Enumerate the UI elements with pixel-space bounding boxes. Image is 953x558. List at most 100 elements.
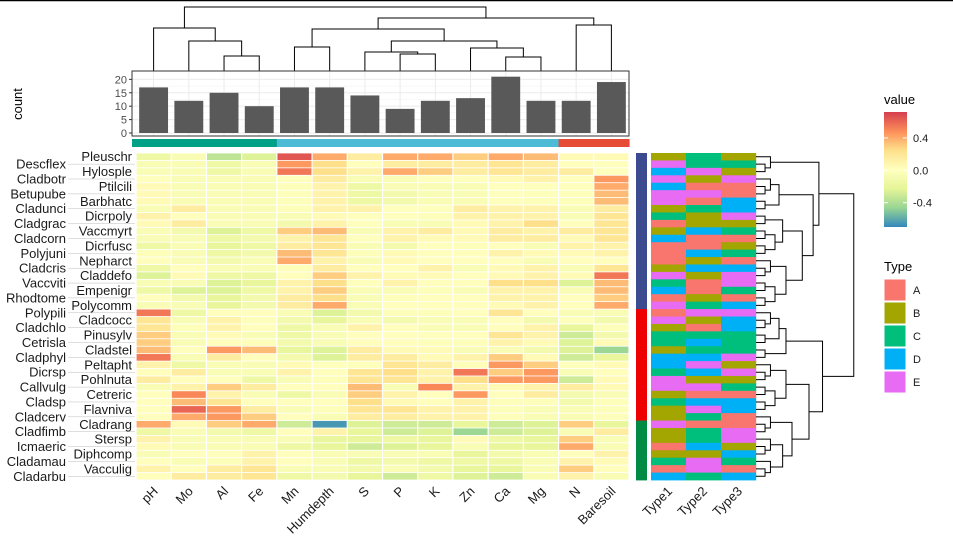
cell-Betupube-Mg [523,190,558,198]
cell-Polycomm-Mg [523,302,558,309]
row-label: Vaccviti [22,276,66,291]
cell-Pleuschr-Al [207,153,242,161]
cell-Cladcocc-P [383,316,418,324]
cell-Cladgrac-K [418,220,453,227]
cell-Betupube-P [383,190,418,198]
cell-Diphcomp-Ca [488,450,523,458]
cell-Cladgrac-Ca [488,220,523,227]
type-cell-Type3 [721,271,757,280]
cell-Icmaeric-Al [207,443,242,450]
cell-Cladarbu-S [347,472,382,480]
cell-Rhodtome-Humdepth [312,294,347,302]
cell-Polyjuni-Baresoil [594,250,629,257]
cell-Icmaeric-K [418,443,453,450]
cell-Cladcris-S [347,264,382,272]
cell-Cetrisla-K [418,339,453,346]
cell-Callvulg-N [559,383,594,391]
cell-Cladcorn-Mn [277,235,312,242]
type-cell-Type1 [651,427,687,436]
dendrogram-branch [758,334,766,344]
cell-Dicrpoly-Humdepth [312,212,347,220]
type-legend-label: E [913,377,920,389]
cell-Cladphyl-Mg [523,354,558,361]
type-cell-Type1 [651,294,687,303]
cell-Claddefo-P [383,272,418,279]
cell-Cladcerv-Fe [242,413,277,421]
cell-Cladgrac-Mn [277,220,312,227]
cell-Descflex-Mo [171,160,206,168]
cell-Cetrisla-Ca [488,339,523,346]
type-cell-Type3 [721,301,757,310]
column-group-Ca [488,139,524,147]
column-group-Zn [452,139,489,147]
cell-Claddefo-Al [207,272,242,279]
cell-Vaccmyrt-Al [207,227,242,235]
cell-Vacculig-Al [207,465,242,473]
cell-Polypili-Mn [277,309,312,317]
cell-Cladphyl-Fe [242,354,277,361]
cell-Polyjuni-Al [207,250,242,257]
cell-Cetrisla-pH [136,339,171,346]
cell-Hylosple-Baresoil [594,168,629,175]
colorbar-tick-label: 0.0 [913,165,928,177]
type-cell-Type1 [651,375,687,384]
row-group-Cladrang [636,420,647,429]
type-cell-Type3 [721,294,757,303]
type-cell-Type3 [721,390,757,399]
type-cell-Type1 [651,316,687,325]
cell-Vaccviti-pH [136,279,171,287]
cell-Vaccmyrt-Mn [277,227,312,235]
cell-Peltapht-Fe [242,361,277,369]
cell-Flavniva-pH [136,406,171,413]
cell-Dicrfusc-Al [207,242,242,250]
cell-Stersp-S [347,435,382,443]
bar-K [420,100,450,133]
cell-Pohlnuta-N [559,376,594,383]
cell-Rhodtome-Mg [523,294,558,302]
cell-Polycomm-S [347,302,382,309]
type-cell-Type1 [651,323,687,332]
cell-Cladamau-Baresoil [594,458,629,465]
cell-Cladbotr-Ca [488,175,523,183]
cell-Callvulg-Baresoil [594,383,629,391]
cell-Callvulg-K [418,383,453,391]
cell-Pinusylv-N [559,331,594,339]
cell-Cladphyl-Ca [488,354,523,361]
row-label: Diphcomp [73,446,132,461]
type-legend-label: C [913,331,921,343]
cell-Cladcocc-Ca [488,316,523,324]
row-group-Pleuschr [636,153,647,161]
cell-Dicrsp-pH [136,368,171,376]
type-cell-Type2 [686,212,722,221]
cell-Cladunci-S [347,205,382,213]
cell-Diphcomp-Zn [453,450,488,458]
row-group-Dicrfusc [636,242,647,251]
cell-Cetrisla-Mo [171,339,206,346]
cell-Cladchlo-Al [207,324,242,331]
bar-Mo [174,100,204,133]
dendrogram-branch [765,317,780,340]
cell-Cetrisla-Baresoil [594,339,629,346]
cell-Cladamau-Al [207,458,242,465]
dendrogram-branch [758,364,771,377]
row-group-Callvulg [636,383,647,392]
cell-Pleuschr-Humdepth [312,153,347,161]
cell-Peltapht-Zn [453,361,488,369]
cell-Vacculig-K [418,465,453,473]
type-legend-title: Type [884,259,912,274]
type-legend-label: A [913,285,921,297]
type-cell-Type2 [686,353,722,362]
type-cell-Type3 [721,398,757,407]
row-group-Icmaeric [636,442,647,451]
cell-Descflex-Mn [277,160,312,168]
cell-Vacculig-N [559,465,594,473]
cell-Cladgrac-Al [207,220,242,227]
cell-Cladfimb-Mg [523,428,558,436]
bar-Ca [491,76,521,133]
cell-Icmaeric-Baresoil [594,443,629,450]
cell-Nepharct-K [418,257,453,265]
row-label: Cladsp [26,394,66,409]
cell-Ptilcili-Humdepth [312,183,347,190]
cell-Vaccmyrt-S [347,227,382,235]
